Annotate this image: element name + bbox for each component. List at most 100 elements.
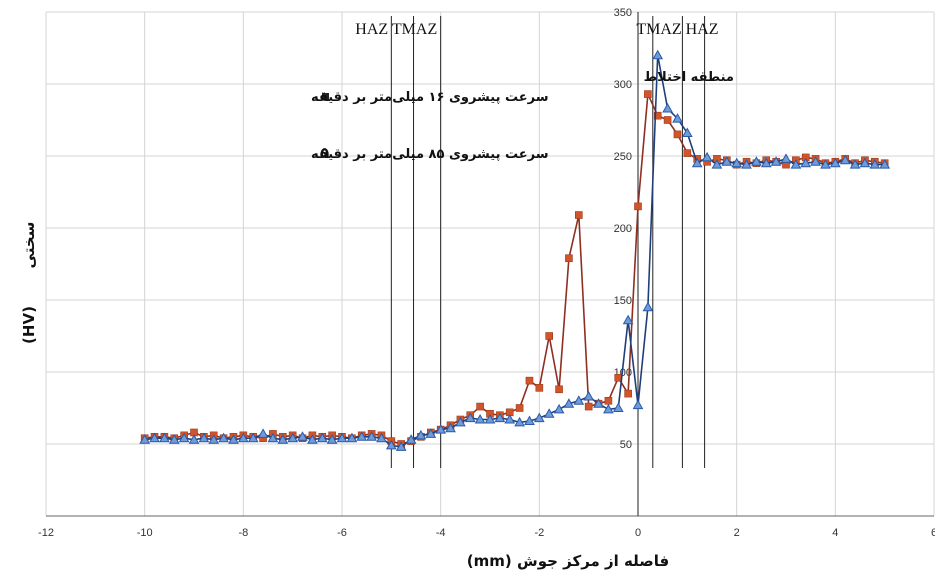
series	[139, 49, 891, 451]
zone-boundary-lines	[390, 16, 706, 468]
data-point	[555, 385, 563, 394]
data-point	[208, 434, 220, 444]
data-point	[644, 90, 652, 98]
x-tick-label: 4	[832, 527, 838, 539]
data-point	[790, 159, 802, 169]
x-tick-labels: -12 -10 -8 -6 -4 -2 0 2 4 6	[38, 527, 935, 539]
y-tick-label: 250	[614, 151, 632, 163]
data-point	[612, 402, 624, 412]
data-point	[316, 432, 328, 443]
data-point	[218, 432, 229, 443]
data-point	[247, 432, 259, 443]
x-tick-label: -4	[436, 527, 446, 539]
data-point	[178, 432, 190, 443]
data-point	[405, 434, 417, 444]
data-point	[604, 396, 613, 405]
legend: سرعت پیشروی ۱۶ میلی‌متر بر دقیقه ۵ سرعت …	[311, 90, 549, 162]
data-point	[839, 154, 851, 165]
data-point	[653, 111, 662, 120]
y-tick-label: 300	[614, 79, 632, 91]
series-2	[139, 49, 891, 451]
data-point	[683, 149, 692, 157]
data-point	[346, 432, 358, 443]
data-point	[603, 403, 614, 414]
data-point	[829, 157, 841, 168]
data-point	[553, 403, 565, 414]
data-point	[326, 434, 338, 444]
data-point	[168, 434, 180, 444]
data-point	[524, 415, 535, 425]
data-point	[760, 157, 772, 168]
data-point	[514, 416, 525, 427]
y-axis-label: سختی (HV)	[20, 222, 38, 344]
y-axis-label-text: سختی	[20, 222, 38, 269]
data-point	[139, 434, 151, 444]
data-point	[425, 428, 437, 438]
series-1	[140, 90, 889, 448]
data-point	[476, 402, 484, 411]
data-point	[624, 389, 632, 398]
data-point	[366, 431, 377, 441]
y-axis-label-unit: (HV)	[20, 306, 38, 344]
data-point	[583, 390, 595, 401]
data-point	[198, 432, 210, 443]
data-point	[642, 301, 654, 312]
x-tick-label: -6	[337, 527, 347, 539]
legend-marker-triangle: ۵	[320, 144, 329, 162]
data-point	[741, 159, 752, 169]
data-point	[533, 412, 545, 423]
grid	[45, 11, 935, 517]
data-point	[662, 102, 673, 113]
x-tick-label: -12	[38, 527, 54, 539]
data-point	[385, 439, 397, 450]
data-point	[535, 384, 544, 392]
data-point	[672, 113, 683, 123]
data-point	[307, 434, 318, 444]
data-point	[565, 254, 573, 263]
y-tick-label: 50	[620, 439, 632, 451]
data-point	[593, 398, 604, 408]
data-point	[474, 413, 486, 424]
data-point	[584, 402, 593, 411]
data-point	[573, 395, 585, 405]
x-tick-label: -10	[137, 527, 153, 539]
axes	[46, 12, 934, 517]
y-tick-label: 350	[614, 7, 632, 19]
x-axis-label: فاصله از مرکز جوش (mm)	[467, 552, 669, 570]
data-point	[673, 130, 682, 139]
x-tick-label: -8	[238, 527, 248, 539]
data-point	[731, 157, 743, 168]
legend-marker-square	[322, 93, 329, 100]
y-tick-label: 150	[614, 295, 632, 307]
x-tick-label: 6	[931, 527, 935, 539]
data-point	[634, 202, 642, 211]
data-point	[622, 314, 634, 325]
data-point	[415, 429, 427, 440]
data-point	[188, 434, 200, 444]
data-point	[484, 413, 496, 424]
data-point	[770, 156, 782, 166]
data-point	[681, 127, 693, 137]
data-point	[257, 428, 269, 438]
data-point	[376, 432, 387, 443]
data-point	[504, 413, 516, 424]
data-point	[525, 376, 534, 385]
data-point	[159, 432, 170, 443]
x-tick-label: -2	[534, 527, 544, 539]
data-point	[149, 432, 160, 443]
data-point	[277, 434, 289, 444]
data-point	[652, 49, 664, 60]
data-point	[810, 156, 821, 166]
data-point	[751, 156, 762, 166]
data-point	[545, 332, 554, 340]
data-point	[849, 159, 861, 169]
data-point	[800, 157, 812, 168]
data-point	[869, 159, 881, 169]
data-point	[574, 211, 583, 219]
mixing-zone-annotation: منطقه اختلاط	[644, 70, 734, 85]
series-line	[144, 55, 885, 448]
data-point	[267, 432, 279, 443]
data-point	[701, 151, 713, 162]
y-tick-label: 200	[614, 223, 632, 235]
data-point	[297, 431, 308, 441]
